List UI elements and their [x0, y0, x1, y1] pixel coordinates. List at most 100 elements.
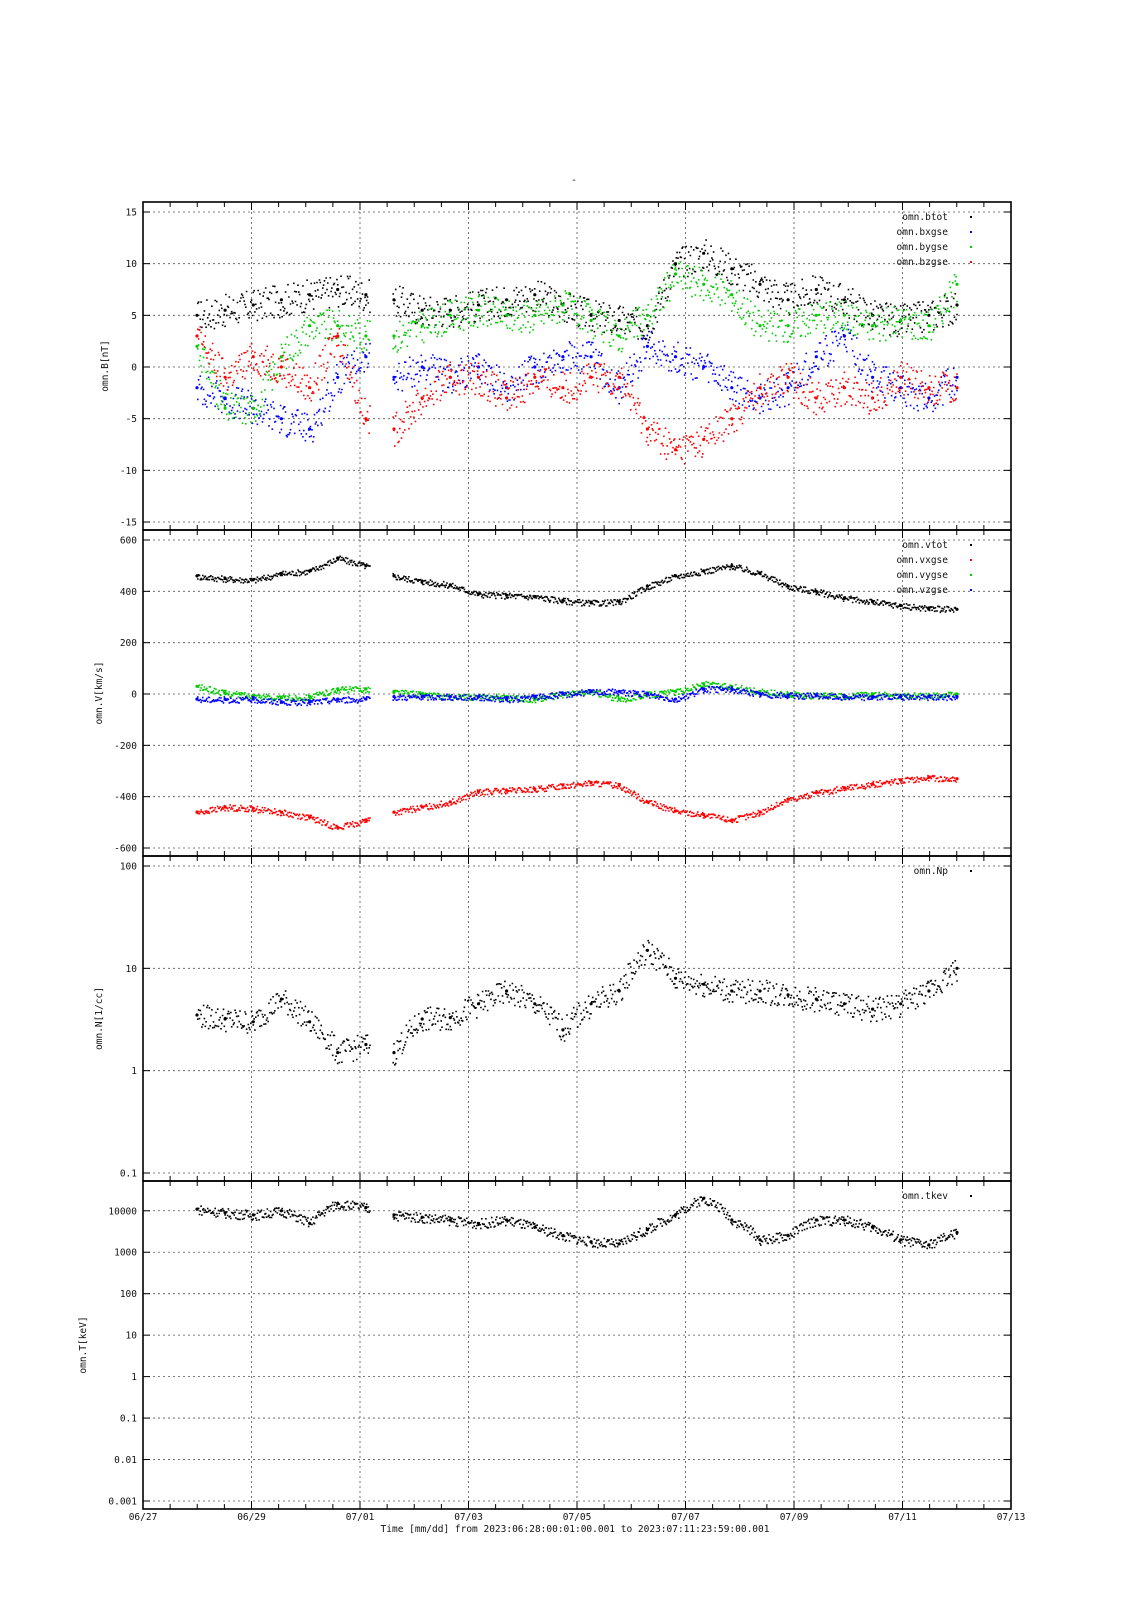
figure-title: -	[571, 175, 577, 186]
y-tick-label: 0.01	[114, 1455, 137, 1466]
data-point	[533, 293, 537, 297]
y-tick-label: 0.1	[120, 1169, 137, 1180]
data-point	[251, 406, 255, 410]
data-point	[899, 1238, 903, 1242]
data-point	[927, 695, 931, 699]
data-point	[336, 1051, 340, 1055]
data-point	[476, 695, 481, 699]
data-point	[223, 691, 227, 695]
series-omn.vtot	[195, 555, 959, 614]
data-point	[702, 251, 706, 255]
data-point	[336, 825, 340, 830]
data-point	[758, 810, 762, 814]
data-point	[673, 689, 678, 694]
data-point	[476, 1002, 481, 1006]
data-point	[842, 786, 847, 790]
data-point	[195, 1207, 199, 1211]
data-point	[561, 1028, 565, 1032]
data-point	[730, 293, 734, 297]
y-axis-label: omn.N[1/cc]	[94, 987, 105, 1050]
data-point	[673, 574, 678, 578]
data-point	[645, 1228, 650, 1232]
legend-marker	[970, 216, 972, 218]
panel-2: 600 400 200 0 -200 -400 -600 omn.V[km/s] omn.vto…	[94, 529, 1012, 857]
data-point	[927, 606, 931, 610]
data-point	[336, 1201, 340, 1206]
data-point	[195, 1013, 199, 1017]
data-point	[871, 782, 875, 786]
x-tick-label: 06/27	[129, 1512, 158, 1523]
data-point	[279, 700, 283, 704]
data-point	[673, 809, 678, 813]
data-point	[308, 815, 312, 819]
legend-label: omn.vygse	[897, 570, 949, 581]
legend-marker	[970, 574, 972, 576]
data-point	[392, 689, 396, 694]
legend-label: omn.bxgse	[897, 227, 949, 238]
x-tick-label: 07/07	[671, 1512, 700, 1523]
data-point	[955, 375, 959, 379]
data-point	[589, 1240, 593, 1244]
data-point	[476, 303, 481, 307]
data-point	[251, 1213, 255, 1217]
series-scatter	[197, 774, 958, 830]
data-point	[814, 693, 818, 697]
data-point	[899, 603, 903, 608]
data-point	[673, 262, 678, 266]
data-point	[617, 1242, 621, 1246]
data-point	[223, 375, 227, 379]
data-point	[336, 697, 340, 701]
data-point	[195, 313, 199, 317]
series-scatter	[197, 555, 958, 614]
data-point	[899, 778, 903, 782]
data-point	[842, 386, 847, 390]
data-point	[673, 448, 678, 452]
data-point	[645, 584, 650, 588]
legend-marker	[970, 559, 972, 561]
data-point	[814, 313, 818, 317]
data-point	[336, 687, 340, 691]
data-point	[871, 1225, 875, 1229]
data-point	[786, 375, 790, 379]
data-point	[448, 375, 452, 379]
legend-marker	[970, 1195, 972, 1197]
y-axis-label: omn.B[nT]	[100, 340, 111, 391]
data-point	[364, 687, 368, 691]
data-point	[871, 695, 875, 699]
legend-marker	[970, 231, 972, 233]
data-point	[702, 687, 706, 691]
data-point	[645, 313, 650, 317]
data-point	[279, 1209, 283, 1213]
data-point	[392, 427, 396, 431]
data-point	[589, 780, 593, 785]
data-point	[955, 966, 959, 970]
data-point	[336, 334, 340, 338]
data-point	[308, 569, 312, 573]
data-point	[702, 365, 706, 369]
y-tick-label: 0.1	[120, 1414, 137, 1425]
series-scatter	[197, 1196, 958, 1250]
y-tick-label: 0	[131, 363, 137, 374]
data-point	[814, 355, 818, 359]
data-point	[476, 375, 481, 379]
data-point	[899, 695, 903, 699]
data-point	[251, 697, 255, 701]
data-point	[561, 598, 565, 602]
data-point	[448, 800, 452, 804]
data-point	[673, 1213, 678, 1217]
data-point	[223, 308, 227, 312]
data-point	[673, 355, 678, 359]
data-point	[279, 997, 283, 1001]
data-point	[758, 324, 762, 328]
legend-label: omn.vtot	[902, 540, 948, 551]
data-point	[533, 787, 537, 791]
data-point	[364, 818, 368, 822]
data-point	[702, 282, 706, 286]
y-tick-label: -15	[120, 518, 137, 529]
data-point	[814, 791, 818, 795]
data-point	[730, 989, 734, 993]
data-point	[308, 386, 312, 390]
y-tick-label: 600	[120, 536, 137, 547]
y-tick-label: 10	[126, 1331, 138, 1342]
x-axis: 06/27 06/29 07/01 07/03 07/05 07/07 07/09 07/11…	[129, 1512, 1026, 1523]
